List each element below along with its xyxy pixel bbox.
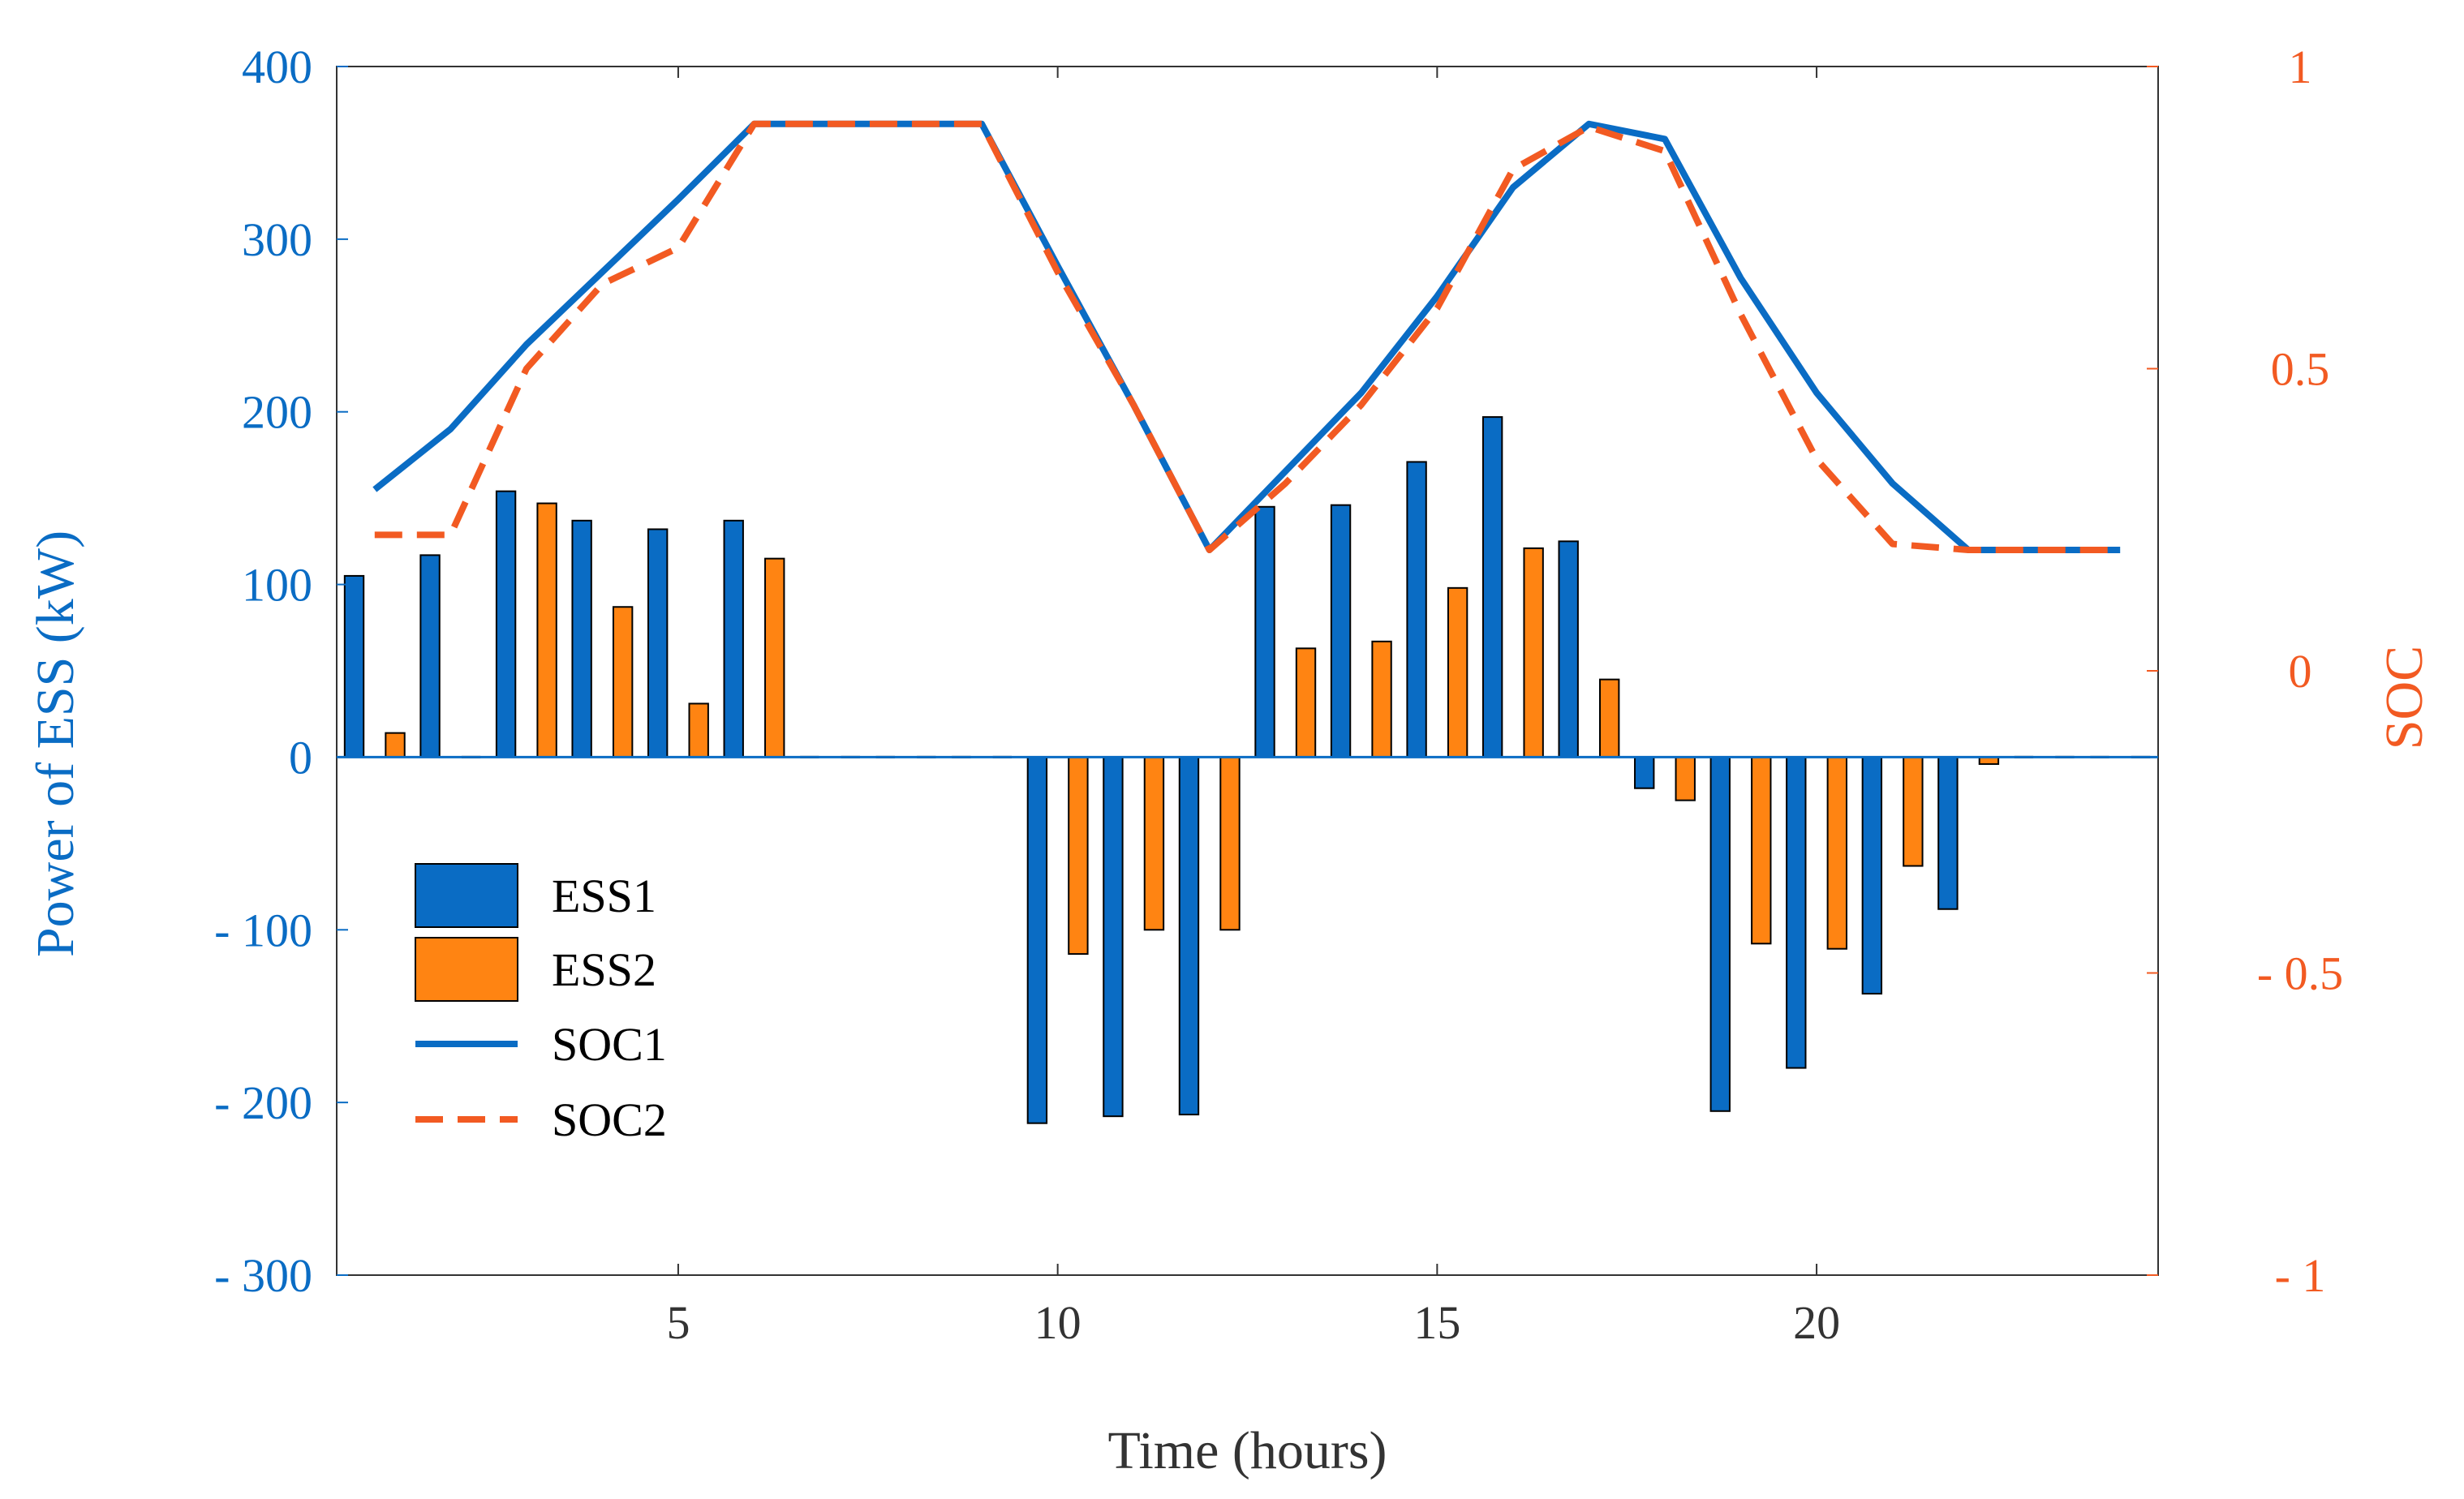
- bar-ess2-h10: [1068, 756, 1089, 956]
- legend-swatch-ess2: [415, 937, 518, 1002]
- x-tick-label-5: 5: [666, 1296, 690, 1349]
- bar-ess2-h20: [1826, 756, 1848, 950]
- bar-ess1-h22: [1937, 756, 1959, 910]
- bar-ess1-h6: [723, 519, 744, 758]
- bar-ess1-h20: [1786, 756, 1807, 1069]
- y-left-tick-label-4: 100: [242, 559, 312, 612]
- bar-ess1-h13: [1254, 505, 1275, 758]
- legend-label-soc2: SOC2: [552, 1093, 667, 1146]
- bar-ess1-h12: [1178, 756, 1200, 1116]
- bar-ess1-h10: [1026, 756, 1048, 1124]
- y-right-tick-label-1: - 0.5: [2257, 947, 2343, 1000]
- y-axis-right-title: SOC: [2375, 646, 2434, 750]
- y-left-tick-label-3: 0: [289, 731, 312, 784]
- bar-ess2-h15: [1447, 586, 1469, 758]
- bar-ess2-h1: [385, 732, 406, 758]
- line-soc1: [372, 120, 2121, 553]
- bar-ess2-h11: [1143, 756, 1165, 931]
- y-left-tick-label-7: 400: [242, 41, 312, 93]
- legend-label-ess2: ESS2: [552, 943, 656, 996]
- bar-ess1-h15: [1406, 461, 1427, 758]
- bar-ess1-h14: [1330, 504, 1352, 758]
- bar-ess2-h21: [1903, 756, 1924, 867]
- y-right-tick-label-2: 0: [2289, 645, 2312, 698]
- lines-layer: [372, 120, 2121, 553]
- x-axis-title: Time (hours): [1107, 1421, 1387, 1480]
- bar-ess1-h3: [495, 490, 517, 758]
- bar-ess2-h14: [1371, 640, 1392, 758]
- bar-ess2-h3: [536, 502, 557, 758]
- bar-ess1-h5: [647, 528, 669, 758]
- bar-ess1-h2: [419, 554, 441, 758]
- bar-ess1-h19: [1709, 756, 1731, 1112]
- line-soc2: [374, 120, 2121, 553]
- bar-ess2-h4: [612, 606, 634, 758]
- x-tick-label-20: 20: [1793, 1296, 1840, 1349]
- bar-ess1-h18: [1634, 756, 1655, 789]
- legend: ESS1 ESS2 SOC1 SOC2: [415, 863, 667, 1146]
- bar-ess2-h12: [1219, 756, 1241, 931]
- y-left-tick-label-6: 300: [242, 213, 312, 266]
- bar-ess1-h1: [343, 574, 365, 758]
- legend-swatch-ess1: [415, 863, 518, 928]
- y-left-tick-label-0: - 300: [214, 1249, 312, 1302]
- bar-ess2-h18: [1675, 756, 1696, 801]
- y-axis-left-title: Power of ESS (kW): [26, 530, 85, 957]
- y-left-tick-label-5: 200: [242, 386, 312, 439]
- bar-ess2-h19: [1751, 756, 1772, 945]
- y-left-tick-label-1: - 200: [214, 1076, 312, 1129]
- bar-ess1-h11: [1103, 756, 1124, 1118]
- legend-label-ess1: ESS1: [552, 870, 656, 922]
- y-right-tick-label-4: 1: [2289, 41, 2312, 93]
- bar-ess2-h6: [764, 557, 785, 758]
- bar-ess1-h4: [571, 519, 592, 758]
- bar-ess1-h16: [1481, 416, 1503, 758]
- y-right-tick-label-3: 0.5: [2271, 343, 2330, 396]
- bars-layer: [343, 416, 2151, 1124]
- x-tick-label-15: 15: [1413, 1296, 1460, 1349]
- legend-label-soc1: SOC1: [552, 1018, 667, 1071]
- bar-ess2-h17: [1599, 678, 1620, 758]
- bar-ess2-h5: [688, 702, 709, 758]
- bar-ess1-h21: [1861, 756, 1883, 995]
- x-tick-label-10: 10: [1034, 1296, 1081, 1349]
- bar-ess1-h17: [1558, 540, 1579, 758]
- bar-ess2-h13: [1295, 647, 1317, 758]
- bar-ess2-h16: [1523, 547, 1544, 758]
- y-left-tick-label-2: - 100: [214, 904, 312, 956]
- y-right-tick-label-0: - 1: [2275, 1249, 2326, 1302]
